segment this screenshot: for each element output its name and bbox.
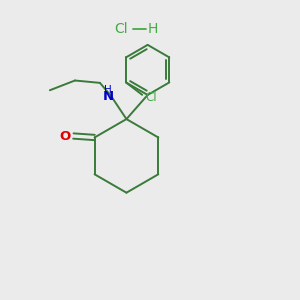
Text: Cl: Cl: [115, 22, 128, 36]
Text: H: H: [148, 22, 158, 36]
Text: Cl: Cl: [145, 91, 157, 104]
Text: H: H: [104, 85, 112, 94]
Text: N: N: [103, 90, 114, 103]
Text: O: O: [59, 130, 71, 142]
